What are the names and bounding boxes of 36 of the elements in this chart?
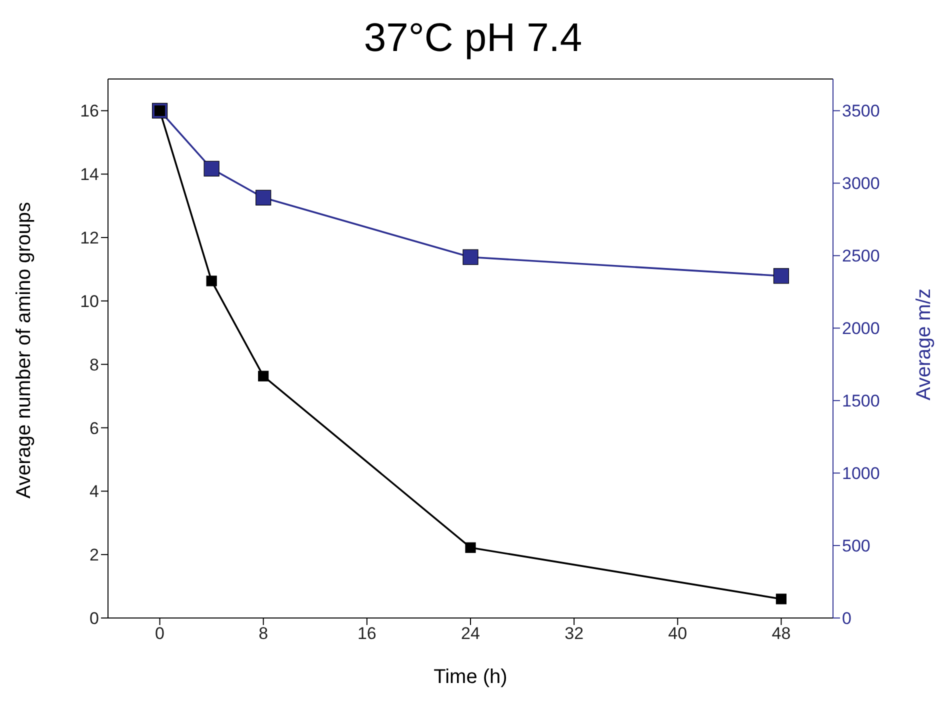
- point: [462, 249, 478, 265]
- point: [776, 594, 787, 604]
- y-tick-label: 14: [80, 165, 99, 184]
- point: [465, 542, 476, 553]
- x-tick-label: 24: [461, 624, 480, 644]
- x-tick-label: 32: [564, 624, 584, 644]
- point: [256, 190, 272, 206]
- y2-tick-label: 2500: [842, 246, 880, 266]
- y2-tick-label: 1500: [842, 392, 880, 411]
- y2-tick-label: 3000: [842, 174, 880, 194]
- y2-axis-title: Average m/z: [913, 288, 936, 400]
- point: [258, 370, 269, 382]
- y-tick-label: 4: [90, 482, 99, 502]
- x-tick-label: 0: [155, 624, 165, 644]
- y2-tick-label: 2000: [842, 319, 880, 338]
- x-axis-title: Time (h): [434, 666, 508, 688]
- y2-tick-label: 3500: [842, 102, 880, 121]
- y-tick-label: 2: [90, 546, 99, 565]
- point: [204, 160, 220, 176]
- y2-tick-label: 0: [842, 609, 852, 628]
- y-tick-label: 16: [80, 102, 99, 121]
- x-tick-label: 40: [668, 624, 688, 644]
- x-tick-label: 48: [772, 624, 791, 644]
- y-tick-label: 8: [90, 355, 99, 374]
- x-tick-label: 16: [357, 624, 376, 644]
- x-tick-label: 8: [258, 624, 268, 644]
- y-tick-label: 6: [90, 418, 99, 438]
- y-tick-label: 0: [90, 609, 99, 628]
- chart-title: 37°C pH 7.4: [362, 15, 584, 62]
- y-tick-label: 12: [80, 228, 99, 248]
- y-tick-label: 10: [80, 292, 99, 311]
- y2-tick-label: 1000: [842, 464, 880, 484]
- y-axis-title: Average number of amino groups: [13, 202, 36, 498]
- point: [206, 276, 217, 286]
- y2-tick-label: 500: [842, 536, 870, 556]
- point: [773, 268, 790, 284]
